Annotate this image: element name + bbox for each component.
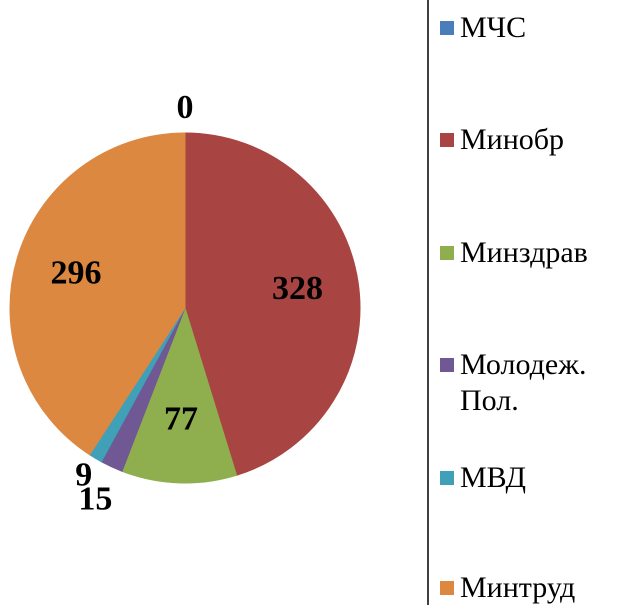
legend-label: Минздрав xyxy=(460,236,588,269)
legend-item: Минздрав xyxy=(440,235,630,271)
legend-item: Минобр xyxy=(440,122,630,158)
legend-label: Минобр xyxy=(460,123,565,156)
legend-item: Молодеж. Пол. xyxy=(440,347,630,419)
legend-swatch xyxy=(440,133,454,147)
data-label: 77 xyxy=(164,400,198,437)
pie-slice xyxy=(184,132,361,476)
legend-swatch xyxy=(440,471,454,485)
data-label: 296 xyxy=(50,254,101,291)
pie-slice xyxy=(121,306,238,484)
legend-label: Молодеж. Пол. xyxy=(460,348,587,417)
legend: МЧС Минобр Минздрав Молодеж. Пол. МВД Минтруд xyxy=(440,0,630,605)
legend-swatch xyxy=(440,246,454,260)
legend-label: МВД xyxy=(460,461,527,494)
data-label: 0 xyxy=(177,89,194,126)
legend-swatch xyxy=(440,21,454,35)
data-label: 15 xyxy=(78,481,112,518)
legend-label: Минтруд xyxy=(460,571,576,604)
legend-item: МВД xyxy=(440,460,630,496)
data-label: 9 xyxy=(75,457,92,494)
pie-slice xyxy=(9,132,186,456)
legend-label: МЧС xyxy=(460,11,527,44)
legend-swatch xyxy=(440,581,454,595)
legend-item: МЧС xyxy=(440,10,630,46)
legend-swatch xyxy=(440,358,454,372)
legend-item: Минтруд xyxy=(440,570,630,606)
data-label: 328 xyxy=(272,270,323,307)
